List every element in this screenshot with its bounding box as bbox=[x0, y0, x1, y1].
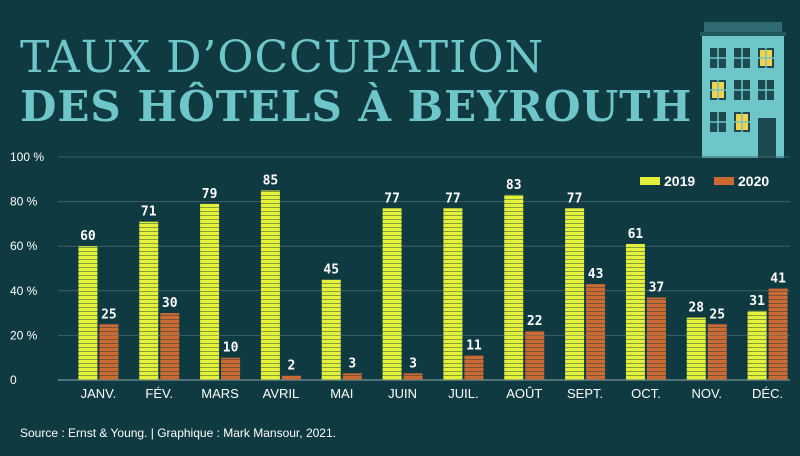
bar-2020-9 bbox=[646, 297, 666, 380]
bar-value-label: 11 bbox=[466, 338, 482, 353]
x-category-label: NOV. bbox=[691, 386, 722, 401]
bar-value-label: 22 bbox=[527, 314, 543, 329]
x-category-label: JUIN bbox=[388, 386, 417, 401]
bar-value-label: 77 bbox=[384, 191, 400, 206]
x-category-label: FÉV. bbox=[145, 386, 173, 401]
gridlines bbox=[58, 156, 790, 381]
source-note: Source : Ernst & Young. | Graphique : Ma… bbox=[20, 426, 336, 440]
bar-value-label: 71 bbox=[141, 205, 157, 220]
bar-value-label: 28 bbox=[688, 301, 704, 316]
bar-2019-0 bbox=[78, 246, 98, 380]
bar-2020-1 bbox=[160, 313, 180, 380]
x-category-label: SEPT. bbox=[567, 386, 603, 401]
x-category-label: OCT. bbox=[631, 386, 661, 401]
bar-2019-2 bbox=[200, 203, 220, 380]
y-tick-label: 40 % bbox=[10, 284, 38, 298]
bar-value-label: 61 bbox=[628, 227, 644, 242]
bar-2019-6 bbox=[443, 208, 463, 380]
bar-2020-10 bbox=[707, 324, 727, 380]
bar-2019-4 bbox=[321, 279, 341, 380]
bar-value-label: 77 bbox=[567, 191, 583, 206]
bar-value-label: 3 bbox=[409, 356, 417, 371]
bar-2019-9 bbox=[625, 243, 645, 380]
bar-value-label: 79 bbox=[202, 187, 218, 202]
bar-2019-3 bbox=[260, 190, 280, 380]
chart-title-line1: TAUX D’OCCUPATION bbox=[20, 32, 545, 83]
bar-2020-7 bbox=[525, 330, 545, 380]
bar-value-label: 10 bbox=[223, 341, 239, 356]
bar-2020-4 bbox=[342, 373, 362, 380]
hotel-building-icon bbox=[700, 22, 786, 158]
bar-2019-10 bbox=[686, 317, 706, 380]
x-category-label: MAI bbox=[330, 386, 353, 401]
x-category-label: JUIL. bbox=[448, 386, 478, 401]
bar-value-label: 3 bbox=[348, 356, 356, 371]
chart-title-line2: DES HÔTELS À BEYROUTH bbox=[20, 82, 693, 131]
y-tick-label: 0 bbox=[10, 373, 17, 387]
y-tick-label: 20 % bbox=[10, 328, 38, 342]
bar-value-label: 2 bbox=[288, 359, 296, 374]
legend-swatch-2020 bbox=[714, 177, 734, 185]
legend-label-2019: 2019 bbox=[664, 173, 695, 189]
bar-2019-1 bbox=[139, 221, 159, 380]
x-category-label: DÉC. bbox=[752, 386, 783, 401]
legend-label-2020: 2020 bbox=[738, 173, 769, 189]
bar-2020-8 bbox=[586, 284, 606, 380]
bar-value-label: 77 bbox=[445, 191, 461, 206]
bar-2020-6 bbox=[464, 355, 484, 380]
y-tick-label: 100 % bbox=[10, 150, 44, 164]
bar-value-label: 25 bbox=[709, 307, 725, 322]
bar-value-label: 37 bbox=[649, 280, 665, 295]
bar-value-label: 25 bbox=[101, 307, 117, 322]
bar-2020-0 bbox=[99, 324, 119, 380]
bar-value-label: 41 bbox=[770, 272, 786, 287]
bar-value-label: 31 bbox=[749, 294, 765, 309]
bar-value-label: 60 bbox=[80, 229, 96, 244]
x-category-label: JANV. bbox=[81, 386, 117, 401]
bars bbox=[78, 190, 788, 380]
bar-value-label: 45 bbox=[323, 263, 339, 278]
bar-value-label: 85 bbox=[263, 173, 279, 188]
legend-swatch-2019 bbox=[640, 177, 660, 185]
x-category-label: MARS bbox=[201, 386, 239, 401]
bar-2020-11 bbox=[768, 288, 788, 380]
bar-2019-7 bbox=[504, 194, 524, 380]
bar-2020-5 bbox=[403, 373, 423, 380]
bar-2019-8 bbox=[565, 208, 585, 380]
bar-2020-2 bbox=[221, 357, 241, 380]
legend: 2019 2020 bbox=[640, 173, 769, 189]
bar-2019-5 bbox=[382, 208, 402, 380]
labels: 0 20 % 40 % 60 % 80 % 100 % 60 25 JANV. 71 30 FÉV. 7… bbox=[10, 150, 786, 401]
y-tick-label: 60 % bbox=[10, 239, 38, 253]
bar-value-label: 83 bbox=[506, 178, 522, 193]
y-tick-label: 80 % bbox=[10, 195, 38, 209]
bar-value-label: 30 bbox=[162, 296, 178, 311]
x-category-label: AOÛT bbox=[506, 386, 542, 401]
x-category-label: AVRIL bbox=[263, 386, 300, 401]
bar-2020-3 bbox=[281, 375, 301, 380]
bar-2019-11 bbox=[747, 310, 767, 380]
bar-value-label: 43 bbox=[588, 267, 604, 282]
